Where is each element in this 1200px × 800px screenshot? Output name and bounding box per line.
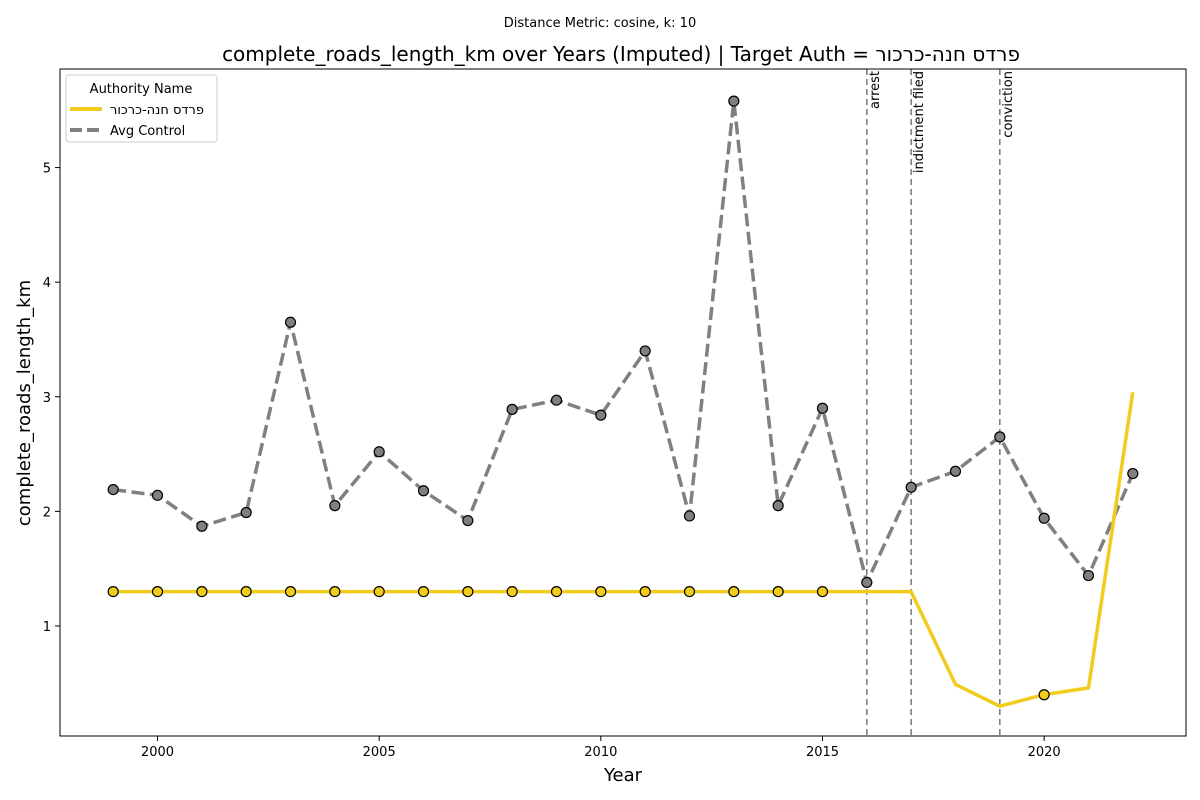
avg-control-point-2000: [151, 489, 164, 501]
y-tick-label-5: 5: [43, 162, 51, 177]
event-label-arrest: arrest: [868, 71, 883, 109]
avg-control-point-1999: [107, 483, 119, 496]
target-point-2002: [240, 585, 252, 598]
avg-control-point-2008: [506, 403, 518, 415]
avg-control-point-2006: [417, 485, 430, 497]
legend-box: [65, 74, 218, 143]
legend-label-avg-control: Avg Control: [110, 124, 185, 139]
series-line-target: [113, 391, 1135, 708]
target-point-2007: [462, 585, 474, 598]
x-tick-label-2000: 2000: [141, 745, 174, 760]
avg-control-point-2002: [240, 506, 252, 519]
avg-control-point-2020: [1038, 512, 1050, 524]
avg-control-point-2001: [196, 520, 208, 532]
target-point-1999: [107, 585, 119, 598]
series-lines: [112, 99, 1135, 708]
data-point-markers: [107, 95, 1139, 701]
avg-control-point-2018: [949, 465, 962, 477]
y-tick-label-2: 2: [43, 505, 51, 520]
target-point-2001: [196, 585, 208, 598]
avg-control-point-2013: [728, 95, 740, 107]
y-tick-label-4: 4: [43, 276, 51, 291]
avg-control-point-2010: [595, 409, 607, 421]
target-point-2011: [639, 585, 651, 598]
avg-control-point-2017: [905, 481, 917, 493]
avg-control-point-2019: [994, 431, 1006, 443]
target-point-2009: [550, 585, 563, 598]
target-point-2008: [506, 585, 518, 598]
chart-title: complete_roads_length_km over Years (Imp…: [222, 42, 1020, 66]
target-point-2003: [284, 585, 297, 598]
target-point-2014: [772, 585, 784, 598]
avg-control-point-2004: [329, 500, 341, 512]
avg-control-point-2005: [373, 446, 385, 458]
legend-label-target: פרדס חנה-כרכור: [110, 103, 204, 118]
x-tick-label-2015: 2015: [806, 745, 839, 760]
avg-control-point-2003: [284, 316, 297, 328]
x-axis-label: Year: [603, 765, 643, 786]
target-point-2010: [595, 585, 607, 598]
target-point-2015: [816, 585, 829, 598]
event-markers: arrest indictment filed conviction: [866, 69, 1016, 736]
avg-control-point-2016: [861, 576, 873, 589]
x-tick-label-2020: 2020: [1028, 745, 1061, 760]
chart-legend: Authority Name פרדס חנה-כרכור Avg Contro…: [65, 74, 218, 143]
avg-control-point-2012: [683, 510, 696, 522]
x-axis-ticks: 2000 2005 2010 2015 2020: [141, 736, 1061, 760]
avg-control-point-2014: [772, 500, 784, 512]
avg-control-point-2015: [816, 402, 829, 414]
avg-control-point-2011: [639, 345, 651, 357]
avg-control-point-2022: [1127, 467, 1139, 480]
y-tick-label-3: 3: [43, 391, 51, 406]
avg-control-point-2009: [550, 394, 563, 406]
x-tick-label-2005: 2005: [363, 745, 396, 760]
legend-title: Authority Name: [90, 82, 193, 97]
target-point-2012: [683, 585, 696, 598]
series-line-avg-control: [112, 99, 1135, 585]
y-axis-ticks: 1 2 3 4 5: [43, 162, 60, 635]
chart-suptitle: Distance Metric: cosine, k: 10: [504, 16, 696, 31]
event-label-indictment-filed: indictment filed: [912, 71, 927, 173]
y-axis-label: complete_roads_length_km: [14, 280, 35, 526]
event-label-conviction: conviction: [1001, 71, 1016, 138]
target-point-2004: [329, 585, 341, 598]
plot-area-frame: [59, 68, 1187, 737]
target-point-2020: [1038, 689, 1050, 701]
target-point-2006: [417, 585, 430, 598]
y-tick-label-1: 1: [43, 620, 51, 635]
avg-control-point-2007: [462, 514, 474, 527]
target-point-2005: [373, 585, 385, 598]
avg-control-point-2021: [1082, 569, 1095, 582]
x-tick-label-2010: 2010: [584, 745, 617, 760]
target-point-2013: [728, 585, 740, 598]
target-point-2000: [151, 585, 164, 598]
